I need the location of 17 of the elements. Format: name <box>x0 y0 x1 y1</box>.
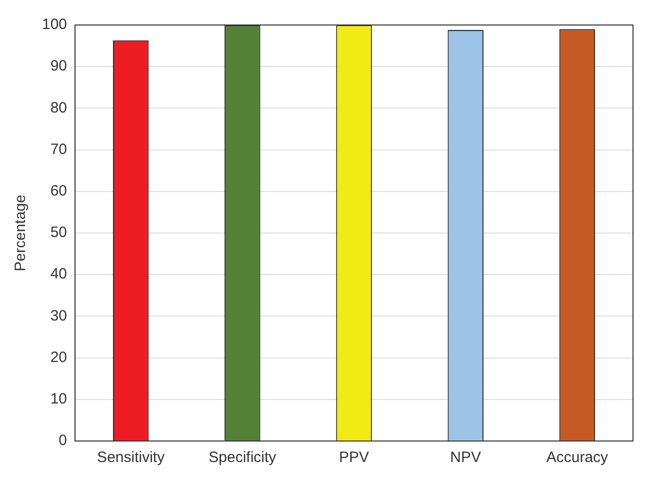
x-tick-label: NPV <box>450 449 482 466</box>
y-tick-label: 40 <box>50 266 68 283</box>
y-tick-label: 80 <box>50 99 68 116</box>
y-tick-label: 90 <box>50 58 68 75</box>
y-axis-title: Percentage <box>12 194 30 272</box>
y-tick-label: 20 <box>50 348 68 366</box>
x-tick-label: Specificity <box>208 449 277 466</box>
x-tick-label: PPV <box>339 449 370 466</box>
y-tick-label: 100 <box>42 16 68 34</box>
y-tick-label: 50 <box>50 224 68 242</box>
y-tick-label: 30 <box>50 307 68 324</box>
x-tick-label: Accuracy <box>546 449 609 466</box>
y-tick-label: 70 <box>50 140 68 158</box>
y-tick-label: 0 <box>58 432 68 450</box>
y-tick-label: 10 <box>50 390 68 408</box>
y-tick-label: 60 <box>50 182 68 200</box>
x-tick-label: Sensitivity <box>97 449 166 466</box>
